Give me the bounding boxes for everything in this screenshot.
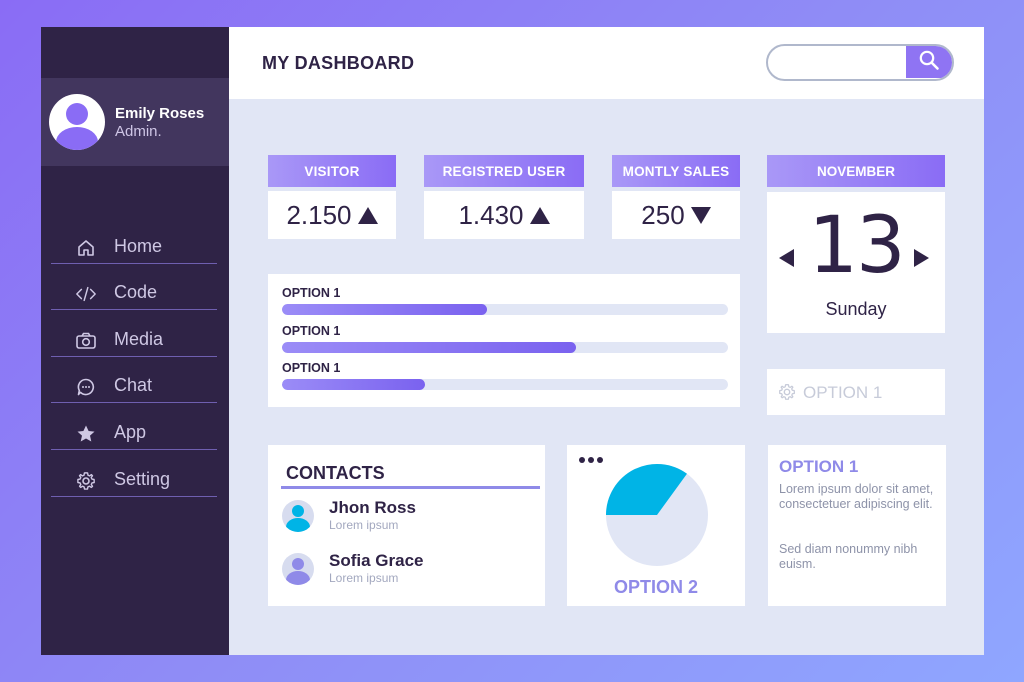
dashboard-window: Emily Roses Admin. Home Code Media Ch — [41, 27, 984, 655]
sidebar-item-code[interactable]: Code — [51, 270, 217, 310]
trend-down-icon — [690, 206, 711, 224]
pie-label: OPTION 2 — [613, 577, 698, 597]
gear-icon — [778, 383, 796, 406]
contact-subtitle: Lorem ipsum — [329, 518, 399, 532]
progress-row: OPTION 1 — [282, 286, 728, 316]
chat-icon — [75, 376, 97, 398]
progress-fill — [282, 342, 577, 353]
avatar — [49, 94, 105, 150]
more-options-icon[interactable] — [579, 457, 603, 463]
progress-label: OPTION 1 — [282, 324, 341, 338]
trend-up-icon — [529, 206, 550, 224]
profile-card[interactable]: Emily Roses Admin. — [41, 78, 229, 166]
stat-card-registered-user: REGISTRED USER 1.430 — [424, 155, 584, 239]
calendar-weekday: Sunday — [825, 299, 887, 319]
progress-track — [282, 342, 728, 353]
contacts-panel: CONTACTS Jhon Ross Lorem ipsum Sofia Gra… — [268, 445, 545, 606]
search-button[interactable] — [906, 46, 952, 78]
camera-icon — [75, 330, 97, 352]
progress-label: OPTION 1 — [282, 361, 341, 375]
contact-avatar-head — [292, 558, 304, 570]
sidebar-item-label: Home — [114, 236, 163, 256]
sidebar-item-label: App — [114, 422, 147, 442]
progress-row: OPTION 1 — [282, 361, 728, 391]
calendar-day: 13 — [808, 201, 905, 291]
sidebar-item-label: Code — [114, 282, 158, 302]
avatar — [282, 500, 314, 532]
progress-panel: OPTION 1 OPTION 1 OPTION 1 — [268, 274, 740, 407]
contact-subtitle: Lorem ipsum — [329, 571, 399, 585]
progress-track — [282, 304, 728, 315]
calendar-next-button[interactable] — [914, 249, 929, 267]
profile-role: Admin. — [115, 123, 162, 140]
stat-card-monthly-sales: MONTLY SALES 250 — [612, 155, 740, 239]
sidebar-item-setting[interactable]: Setting — [51, 457, 217, 497]
pie-slice-primary — [606, 464, 687, 515]
sidebar-item-media[interactable]: Media — [51, 317, 217, 357]
stat-label: VISITOR — [268, 155, 396, 187]
progress-label: OPTION 1 — [282, 286, 341, 300]
sidebar-item-label: Media — [114, 329, 164, 349]
info-title: OPTION 1 — [779, 457, 859, 476]
home-icon — [75, 237, 97, 259]
code-icon — [75, 283, 97, 305]
sidebar-item-label: Chat — [114, 375, 153, 395]
avatar-head — [66, 103, 88, 125]
sidebar-item-app[interactable]: App — [51, 410, 217, 450]
progress-track — [282, 379, 728, 390]
avatar — [282, 553, 314, 585]
avatar-body — [56, 127, 98, 150]
search-input[interactable] — [768, 46, 906, 78]
trend-up-icon — [357, 206, 378, 224]
calendar-prev-button[interactable] — [779, 249, 794, 267]
calendar-month: NOVEMBER — [767, 155, 945, 187]
contact-avatar-body — [286, 518, 310, 532]
gear-icon — [75, 470, 97, 492]
stat-value-box: 1.430 — [424, 191, 584, 239]
header: MY DASHBOARD — [229, 27, 984, 99]
sidebar-item-home[interactable]: Home — [51, 224, 217, 264]
pie-chart — [606, 464, 708, 566]
stat-value-box: 2.150 — [268, 191, 396, 239]
contact-avatar-head — [292, 505, 304, 517]
contact-name: Sofia Grace — [329, 551, 424, 570]
info-paragraph: Sed diam nonummy nibh euism. — [779, 542, 918, 571]
contact-avatar-body — [286, 571, 310, 585]
sidebar: Emily Roses Admin. Home Code Media Ch — [41, 27, 229, 655]
divider — [281, 486, 540, 489]
sidebar-item-label: Setting — [114, 469, 171, 489]
search-box — [766, 44, 954, 81]
contact-item[interactable]: Sofia Grace Lorem ipsum — [282, 551, 532, 591]
info-paragraph: Lorem ipsum dolor sit amet, consectetuer… — [779, 482, 934, 511]
stat-value: 1.430 — [458, 199, 524, 230]
profile-name: Emily Roses — [115, 105, 205, 122]
sidebar-item-chat[interactable]: Chat — [51, 363, 217, 403]
stat-card-visitor: VISITOR 2.150 — [268, 155, 396, 239]
progress-row: OPTION 1 — [282, 324, 728, 354]
calendar-widget: 13 Sunday — [767, 192, 945, 333]
stat-label: REGISTRED USER — [424, 155, 584, 187]
pie-panel: OPTION 2 — [567, 445, 745, 606]
progress-fill — [282, 304, 488, 315]
progress-fill — [282, 379, 425, 390]
contact-name: Jhon Ross — [329, 498, 416, 517]
search-icon — [918, 49, 940, 76]
option-select[interactable]: OPTION 1 — [767, 369, 945, 415]
contact-item[interactable]: Jhon Ross Lorem ipsum — [282, 498, 532, 538]
info-panel: OPTION 1 Lorem ipsum dolor sit amet, con… — [768, 445, 946, 606]
page-title: MY DASHBOARD — [262, 53, 415, 73]
option-select-label: OPTION 1 — [803, 383, 883, 402]
stat-value: 2.150 — [286, 199, 352, 230]
star-icon — [75, 423, 97, 445]
stat-value-box: 250 — [612, 191, 740, 239]
stat-label: MONTLY SALES — [612, 155, 740, 187]
stat-value: 250 — [641, 199, 685, 230]
contacts-title: CONTACTS — [286, 463, 385, 483]
